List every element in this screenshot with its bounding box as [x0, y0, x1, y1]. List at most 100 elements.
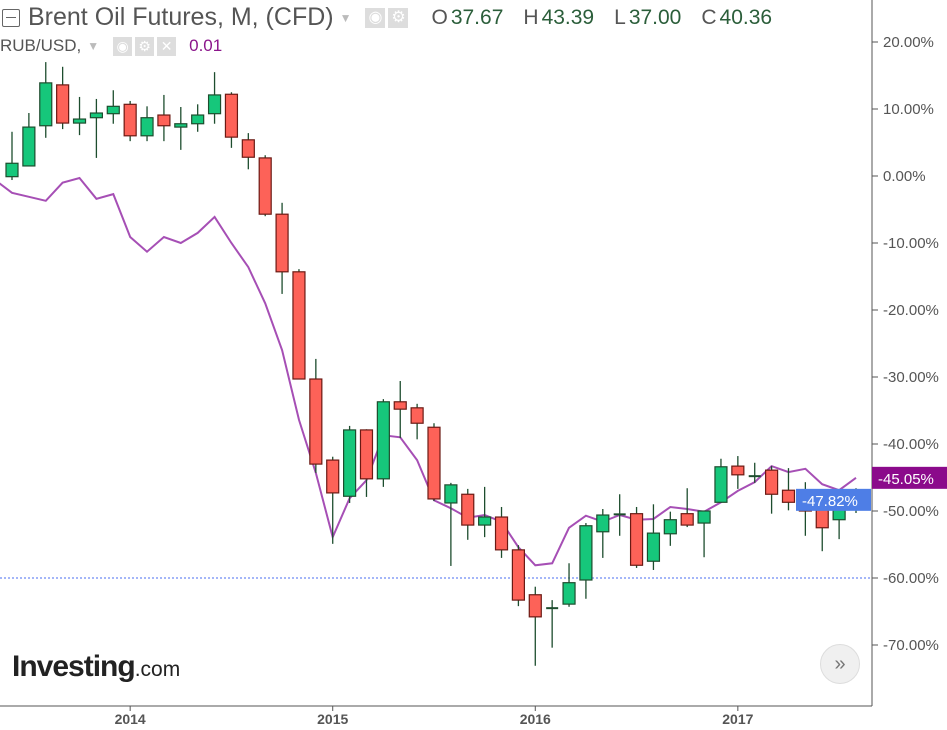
candle [89, 98, 104, 158]
candle-body [714, 466, 728, 503]
candle-body [596, 514, 610, 533]
candle-body [56, 84, 70, 124]
candle-body [680, 513, 694, 526]
candle [258, 155, 272, 217]
candle [343, 425, 357, 503]
gear-icon[interactable]: ⚙ [135, 36, 155, 56]
chevron-down-icon[interactable]: ▼ [339, 10, 352, 25]
candle-body [241, 139, 255, 158]
candle-body [140, 117, 154, 137]
low-label: L [614, 5, 626, 29]
candle-body [174, 123, 188, 128]
candle [764, 466, 779, 514]
candle-body [157, 114, 171, 127]
candle [461, 488, 475, 540]
candle [22, 113, 36, 167]
candle-body [697, 510, 711, 524]
last-value-badge [796, 488, 871, 511]
close-icon[interactable]: ✕ [157, 36, 177, 56]
x-tick-label: 2017 [722, 711, 753, 727]
candle-body [292, 271, 306, 380]
last-value-badge [872, 466, 947, 489]
candle-body [258, 157, 272, 215]
candle-body [309, 378, 323, 465]
candle [546, 600, 559, 648]
candle [5, 131, 19, 181]
y-tick-label: -40.00% [883, 436, 939, 453]
candle-body [494, 516, 509, 551]
y-tick-label: -10.00% [883, 235, 939, 252]
candle-body [731, 465, 745, 476]
candle [106, 90, 120, 124]
candle [562, 563, 576, 607]
y-tick-label: -20.00% [883, 302, 939, 319]
candle [629, 506, 644, 568]
candle-body [207, 94, 222, 115]
y-tick-label: -60.00% [883, 570, 939, 587]
main-series-header: Brent Oil Futures, M, (CFD) ▼ ◉ ⚙ O 37.67… [0, 3, 772, 32]
close-label: C [701, 5, 717, 29]
candle-body [562, 582, 576, 605]
candle [714, 458, 728, 503]
x-tick-label: 2014 [115, 711, 146, 727]
candle [410, 403, 424, 440]
collapse-icon[interactable] [2, 8, 20, 27]
candle-body [72, 118, 87, 124]
eye-icon[interactable]: ◉ [113, 36, 133, 56]
candle-body [663, 519, 677, 535]
rub-usd-line [0, 176, 857, 567]
candle-body [764, 469, 779, 495]
scroll-to-latest-button[interactable]: » [820, 644, 860, 684]
candle-body [646, 532, 661, 562]
candle [511, 545, 526, 607]
candle [174, 106, 188, 150]
candle-body [376, 401, 390, 480]
chevron-down-icon[interactable]: ▼ [87, 39, 100, 53]
candle-body [106, 105, 120, 115]
candle-body [393, 401, 407, 410]
candle [697, 510, 711, 558]
y-tick-label: -30.00% [883, 369, 939, 386]
y-tick-label: 10.00% [883, 101, 934, 118]
candle-body [326, 459, 340, 494]
candle [123, 100, 137, 142]
y-tick-label: -50.00% [883, 503, 939, 520]
candle-body [275, 213, 289, 273]
candle [731, 456, 745, 489]
candle [140, 106, 154, 142]
x-tick-label: 2015 [317, 711, 348, 727]
candle-body [191, 114, 205, 125]
candle [748, 462, 761, 483]
candle-body [478, 516, 492, 526]
high-label: H [523, 5, 539, 29]
x-tick-label: 2016 [520, 711, 551, 727]
candle [72, 96, 87, 136]
candle-body [224, 93, 239, 138]
candle [39, 62, 53, 138]
series-title[interactable]: Brent Oil Futures, M, (CFD) [28, 3, 334, 31]
candle [393, 381, 407, 438]
candle [613, 494, 626, 536]
candle [359, 429, 374, 497]
candle-body [123, 103, 137, 137]
candle-body [461, 493, 475, 526]
high-value: 43.39 [541, 5, 595, 29]
candle-body [359, 429, 374, 480]
candle [376, 399, 390, 487]
candle [444, 482, 458, 566]
close-value: 40.36 [719, 5, 773, 29]
candle-body [22, 126, 36, 167]
candle [275, 202, 289, 294]
candle-body [579, 525, 593, 581]
candle [478, 486, 492, 538]
compare-symbol[interactable]: RUB/USD, [0, 36, 82, 55]
candle [663, 511, 677, 546]
candle [157, 94, 171, 142]
candle-body [444, 484, 458, 504]
eye-icon[interactable]: ◉ [365, 7, 386, 28]
candle-body [89, 112, 104, 119]
gear-icon[interactable]: ⚙ [388, 7, 409, 28]
candle [309, 358, 323, 473]
candle [292, 269, 306, 380]
